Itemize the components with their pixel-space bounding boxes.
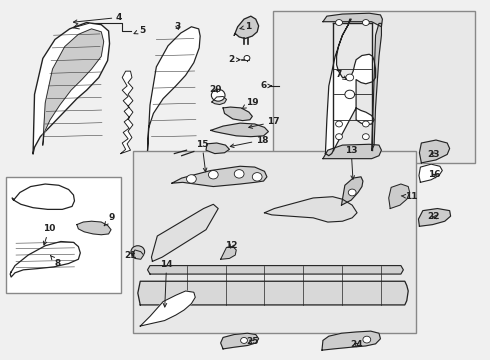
Polygon shape xyxy=(389,184,410,208)
Text: 6: 6 xyxy=(261,81,271,90)
Bar xyxy=(6,177,121,293)
Text: 23: 23 xyxy=(428,150,440,159)
Text: 17: 17 xyxy=(249,117,280,129)
Polygon shape xyxy=(206,143,229,154)
Text: 1: 1 xyxy=(240,22,251,31)
Polygon shape xyxy=(147,27,200,150)
Circle shape xyxy=(187,175,196,183)
Text: 2: 2 xyxy=(228,55,240,64)
Polygon shape xyxy=(33,23,110,154)
Text: 3: 3 xyxy=(174,22,181,31)
Circle shape xyxy=(336,121,343,127)
Circle shape xyxy=(348,189,356,196)
Text: 14: 14 xyxy=(160,260,173,307)
Text: 4: 4 xyxy=(74,13,122,23)
Text: 10: 10 xyxy=(43,224,55,245)
Polygon shape xyxy=(132,250,144,259)
Bar xyxy=(273,11,475,163)
Polygon shape xyxy=(323,13,382,27)
Circle shape xyxy=(336,134,343,140)
Polygon shape xyxy=(419,164,442,182)
Circle shape xyxy=(346,74,354,81)
Polygon shape xyxy=(220,333,259,349)
Circle shape xyxy=(363,19,369,26)
Polygon shape xyxy=(223,107,252,121)
Circle shape xyxy=(211,89,225,101)
Text: 7: 7 xyxy=(335,69,346,80)
Polygon shape xyxy=(323,144,381,159)
Text: 20: 20 xyxy=(209,85,221,94)
Text: 8: 8 xyxy=(50,256,61,268)
Polygon shape xyxy=(140,291,196,326)
Polygon shape xyxy=(43,29,104,145)
Circle shape xyxy=(363,336,371,343)
Text: 12: 12 xyxy=(225,241,238,250)
Bar xyxy=(133,152,416,333)
Circle shape xyxy=(363,121,369,127)
Polygon shape xyxy=(77,221,111,235)
Text: 15: 15 xyxy=(196,140,208,172)
Polygon shape xyxy=(211,123,269,137)
Circle shape xyxy=(252,172,262,181)
Polygon shape xyxy=(121,71,133,154)
Text: 9: 9 xyxy=(104,213,115,226)
Text: 13: 13 xyxy=(345,146,358,179)
Polygon shape xyxy=(220,247,236,259)
Text: 19: 19 xyxy=(242,98,259,109)
Text: 21: 21 xyxy=(124,251,137,260)
Circle shape xyxy=(345,90,355,99)
Circle shape xyxy=(234,170,244,178)
Polygon shape xyxy=(322,331,380,350)
Text: 5: 5 xyxy=(134,26,145,35)
Text: 24: 24 xyxy=(350,340,363,349)
Polygon shape xyxy=(212,96,226,104)
Text: 22: 22 xyxy=(428,212,440,221)
Circle shape xyxy=(208,171,218,179)
Polygon shape xyxy=(265,197,357,222)
Polygon shape xyxy=(418,208,451,226)
Polygon shape xyxy=(10,242,80,277)
Polygon shape xyxy=(325,19,375,156)
Polygon shape xyxy=(234,16,259,39)
Circle shape xyxy=(363,134,369,140)
Circle shape xyxy=(241,337,247,343)
Polygon shape xyxy=(147,266,403,274)
Text: 11: 11 xyxy=(401,192,418,201)
Circle shape xyxy=(131,246,145,257)
Text: 25: 25 xyxy=(246,337,259,346)
Text: 18: 18 xyxy=(230,136,269,148)
Polygon shape xyxy=(138,281,408,305)
Text: 16: 16 xyxy=(428,170,440,179)
Polygon shape xyxy=(12,184,74,210)
Circle shape xyxy=(244,55,250,60)
Polygon shape xyxy=(342,177,363,205)
Polygon shape xyxy=(151,204,218,261)
Polygon shape xyxy=(372,23,381,150)
Circle shape xyxy=(336,19,343,26)
Polygon shape xyxy=(419,140,450,163)
Polygon shape xyxy=(172,166,267,186)
